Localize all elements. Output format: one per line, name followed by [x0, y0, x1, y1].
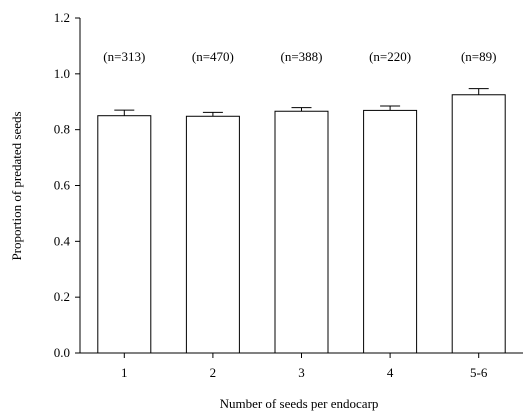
bar — [97, 115, 152, 354]
y-axis-label: Proportion of predated seeds — [9, 111, 24, 260]
x-tick-label: 4 — [387, 365, 394, 380]
y-tick-label: 0.6 — [54, 178, 71, 193]
y-tick-label: 1.0 — [54, 66, 70, 81]
sample-size-label: (n=313) — [103, 49, 145, 64]
sample-size-label: (n=89) — [461, 49, 497, 64]
sample-size-label: (n=470) — [192, 49, 234, 64]
x-tick-label: 3 — [298, 365, 305, 380]
x-tick-label: 5-6 — [470, 365, 488, 380]
y-tick-label: 1.2 — [54, 10, 70, 25]
y-axis-ticks: 0.0 0.2 0.4 0.6 0.8 1.0 1.2 — [54, 10, 80, 360]
bar — [451, 94, 506, 354]
bar — [274, 110, 329, 354]
x-tick-label: 2 — [210, 365, 217, 380]
x-tick-label: 1 — [121, 365, 128, 380]
bar — [185, 115, 240, 354]
x-axis-label: Number of seeds per endocarp — [220, 396, 379, 411]
y-tick-label: 0.4 — [54, 233, 71, 248]
sample-size-labels: (n=313) (n=470) (n=388) (n=220) (n=89) — [103, 49, 496, 64]
y-tick-label: 0.2 — [54, 289, 70, 304]
bars — [97, 88, 506, 354]
x-axis-ticks: 1 2 3 4 5-6 — [121, 353, 488, 380]
bar — [363, 109, 418, 354]
y-tick-label: 0.8 — [54, 122, 70, 137]
sample-size-label: (n=388) — [281, 49, 323, 64]
y-tick-label: 0.0 — [54, 345, 70, 360]
sample-size-label: (n=220) — [369, 49, 411, 64]
